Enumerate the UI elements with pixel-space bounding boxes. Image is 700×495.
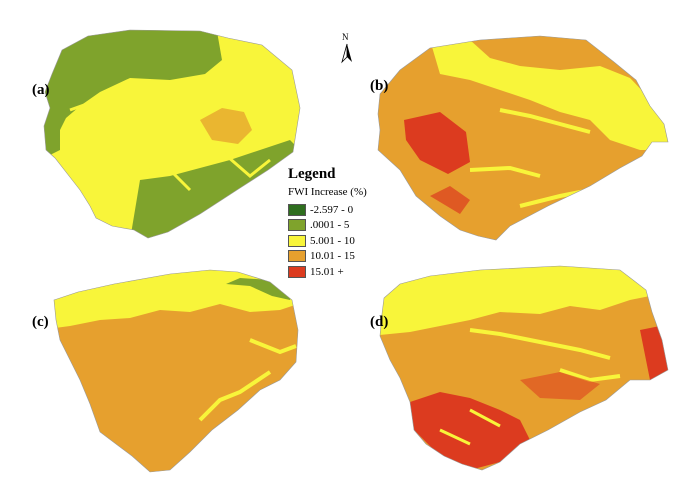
map-panel-b [378, 36, 668, 240]
legend-swatch [288, 250, 306, 263]
zone-red-southwest [430, 186, 470, 214]
north-arrow-shape [341, 43, 352, 64]
legend-item: 15.01 + [288, 264, 408, 280]
legend-swatch [288, 219, 306, 232]
yellow-ridges [198, 338, 297, 422]
zone-red-west [404, 112, 470, 174]
panel-label-b: (b) [370, 78, 389, 94]
north-arrow-icon: N [338, 32, 356, 66]
legend-items: -2.597 - 0 .0001 - 5 5.001 - 10 10.01 - 15 1… [288, 202, 408, 280]
zone-red-southwest [410, 392, 530, 470]
legend-item: -2.597 - 0 [288, 202, 408, 218]
legend-subtitle: FWI Increase (%) [288, 186, 367, 198]
drainage-lines [61, 98, 271, 192]
map-outline-d [379, 265, 669, 471]
legend-swatch [288, 203, 306, 216]
zone-green-northwest [44, 30, 222, 160]
legend-item: 10.01 - 15 [288, 249, 408, 265]
map-panel-c [54, 270, 298, 472]
map-outline-c [53, 269, 299, 473]
panel-label-d: (d) [370, 314, 389, 330]
legend-item-label: 15.01 + [310, 265, 344, 278]
legend-item: 5.001 - 10 [288, 233, 408, 249]
panel-label-a: (a) [32, 82, 50, 98]
panel-label-c: (c) [32, 314, 49, 330]
legend: Legend FWI Increase (%) -2.597 - 0 .0001 … [288, 166, 408, 280]
yellow-ridges-south [439, 408, 501, 446]
map-panel-d [380, 266, 668, 470]
legend-item-label: 5.001 - 10 [310, 234, 355, 247]
legend-swatch [288, 265, 306, 278]
zone-yellow-north [380, 266, 668, 336]
legend-item-label: -2.597 - 0 [310, 203, 354, 216]
zone-green-south [130, 140, 300, 238]
legend-item: .0001 - 5 [288, 218, 408, 234]
yellow-ridges [469, 328, 621, 383]
zone-yellow-north [430, 40, 668, 150]
map-outline-a [43, 29, 301, 239]
map-outline-b [377, 35, 669, 241]
north-arrow-label: N [342, 32, 349, 42]
legend-item-label: .0001 - 5 [310, 219, 350, 232]
legend-title: Legend [288, 166, 336, 182]
legend-item-label: 10.01 - 15 [310, 250, 355, 263]
zone-red-central [520, 372, 600, 400]
zone-orange-patch [200, 108, 252, 144]
legend-swatch [288, 234, 306, 247]
map-panel-a [44, 30, 300, 238]
